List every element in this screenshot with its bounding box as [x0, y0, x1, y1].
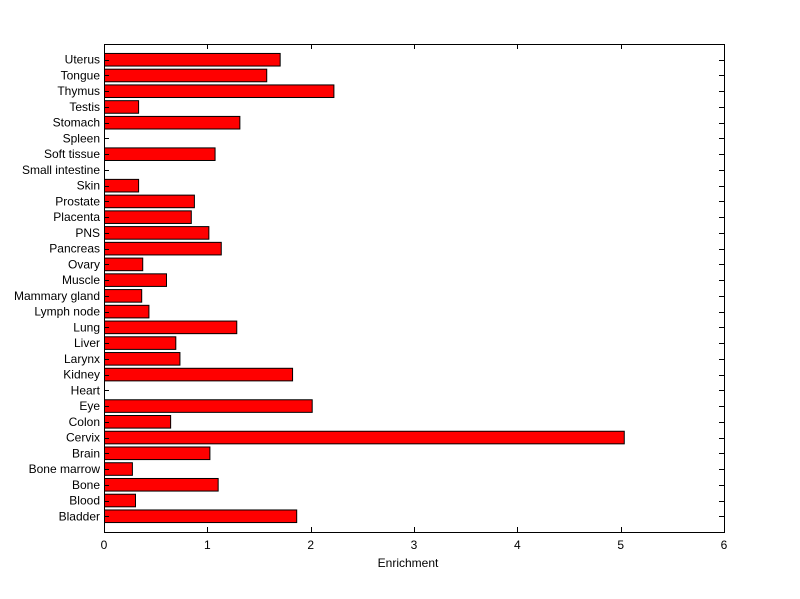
y-tick-label: Ovary — [68, 257, 100, 271]
x-tick-label: 4 — [514, 538, 521, 552]
y-tick-label: Brain — [72, 446, 100, 460]
y-tick-label: Bone — [72, 478, 100, 492]
bar — [104, 178, 140, 193]
x-tick-label: 3 — [411, 538, 418, 552]
bar — [104, 115, 241, 130]
bar — [104, 194, 195, 209]
bar — [104, 100, 140, 114]
y-tick-label: Larynx — [64, 352, 100, 366]
bars-group — [104, 52, 625, 524]
y-tick-label: Lymph node — [34, 305, 100, 319]
y-tick-label: Heart — [71, 383, 101, 397]
y-tick-label: Uterus — [65, 53, 100, 67]
bar — [104, 52, 281, 67]
y-tick-label: Colon — [69, 415, 100, 429]
y-tick-label: Blood — [69, 494, 100, 508]
bar — [104, 304, 150, 319]
x-axis-label: Enrichment — [378, 556, 439, 570]
y-tick-label: Prostate — [55, 194, 100, 208]
plot-area-frame — [104, 44, 725, 533]
x-tick-label: 6 — [721, 538, 728, 552]
y-tick-label: Bladder — [59, 509, 100, 523]
bar — [104, 415, 172, 429]
x-tick-label: 1 — [204, 538, 211, 552]
y-tick-label: Testis — [69, 100, 100, 114]
y-tick-label: Placenta — [53, 210, 100, 224]
bar — [104, 352, 181, 366]
y-tick-label: Lung — [73, 320, 100, 334]
bar — [104, 446, 211, 461]
bar — [104, 147, 216, 161]
y-tick-label: Thymus — [57, 84, 100, 98]
x-axis-ticks: 0 1 2 3 4 5 6 — [101, 44, 728, 552]
y-tick-label: PNS — [75, 226, 100, 240]
y-tick-label: Liver — [74, 336, 100, 350]
bar — [104, 226, 210, 240]
x-tick-label: 2 — [307, 538, 314, 552]
y-tick-label: Spleen — [63, 131, 100, 145]
y-tick-label: Cervix — [66, 431, 100, 445]
y-tick-label: Kidney — [63, 368, 100, 382]
y-tick-label: Eye — [79, 399, 100, 413]
x-tick-label: 5 — [617, 538, 624, 552]
bar — [104, 336, 177, 350]
y-tick-label: Soft tissue — [44, 147, 100, 161]
bar — [104, 84, 335, 99]
bar — [104, 367, 294, 382]
bar — [104, 430, 625, 445]
x-tick-label: 0 — [101, 538, 108, 552]
bar — [104, 399, 313, 413]
bar — [104, 257, 144, 272]
y-tick-label: Muscle — [62, 273, 100, 287]
bar — [104, 68, 268, 83]
y-tick-label: Bone marrow — [29, 462, 101, 476]
y-tick-label: Pancreas — [49, 242, 100, 256]
bar — [104, 210, 192, 224]
y-tick-label: Stomach — [53, 116, 100, 130]
bar — [104, 493, 136, 508]
y-tick-label: Tongue — [61, 68, 101, 82]
bar — [104, 289, 143, 303]
bar — [104, 273, 167, 287]
bar — [104, 477, 219, 492]
bar — [104, 509, 298, 524]
y-tick-label: Small intestine — [22, 163, 100, 177]
bar — [104, 320, 238, 335]
bar — [104, 241, 222, 256]
y-tick-label: Mammary gland — [14, 289, 100, 303]
y-tick-label: Skin — [77, 179, 100, 193]
